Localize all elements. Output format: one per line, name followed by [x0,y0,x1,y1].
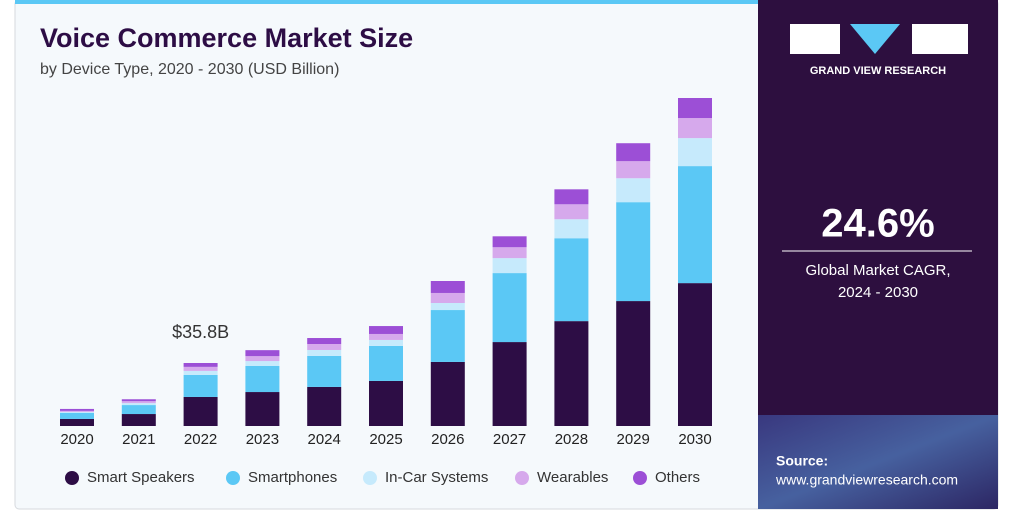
bar-segment [369,333,403,340]
bar-segment [616,178,651,203]
bar-segment [554,189,589,205]
bar-segment [678,98,712,119]
bar-segment [60,412,94,419]
bar-segment [369,345,403,381]
bar-segment [307,338,342,344]
bar-segment [369,339,403,346]
bar-segment [121,403,156,406]
bar-segment [307,349,342,356]
bar-segment [183,374,218,397]
logo [790,24,968,54]
legend-swatch [65,471,79,485]
bar-segment [492,236,527,248]
bar-segment [245,392,280,426]
bar-segment [616,202,651,302]
bar-segment [60,408,94,411]
bar-segment [554,204,589,220]
bar-segment [492,342,527,426]
legend-swatch [633,471,647,485]
bar-segment [678,166,712,284]
chart-title: Voice Commerce Market Size [40,23,413,53]
logo-block [790,24,840,54]
bar-segment [616,301,651,426]
bar-segment [121,405,156,415]
legend-label: In-Car Systems [385,469,488,486]
bar-segment [307,386,342,426]
chart-subtitle: by Device Type, 2020 - 2030 (USD Billion… [40,61,339,78]
x-tick-label: 2023 [246,431,279,448]
x-tick-label: 2020 [60,431,93,448]
bar-segment [183,396,218,426]
bar-segment [121,401,156,404]
x-tick-label: 2021 [122,431,155,448]
x-tick-label: 2027 [493,431,526,448]
bar-segment [430,303,465,311]
bar-segment [492,247,527,259]
bar-segment [554,238,589,322]
cagr-label: 2024 - 2030 [838,284,918,301]
bar-segment [60,410,94,412]
legend-swatch [363,471,377,485]
bar-segment [492,258,527,274]
logo-triangle [850,24,900,54]
bar-segment [245,356,280,362]
bar-segment [616,143,651,162]
logo-block [912,24,968,54]
x-tick-label: 2025 [369,431,402,448]
bar-segment [183,370,218,375]
side-footer [758,415,998,509]
bar-segment [121,414,156,426]
source-url: www.grandviewresearch.com [775,472,958,488]
top-stripe [15,0,758,4]
legend-label: Wearables [537,469,608,486]
bar-segment [554,219,589,239]
bar-segment [60,418,94,426]
source-label: Source: [776,453,828,469]
bar-segment [678,283,712,426]
legend-swatch [515,471,529,485]
cagr-value: 24.6% [821,202,934,246]
bar-segment [430,281,465,293]
bar-segment [183,363,218,367]
bar-segment [245,365,280,393]
bar-segment [678,138,712,167]
legend-swatch [226,471,240,485]
cagr-label: Global Market CAGR, [805,262,950,279]
bar-segment [554,321,589,426]
x-tick-label: 2028 [555,431,588,448]
bar-segment [369,380,403,426]
bar-segment [183,366,218,371]
bar-segment [307,355,342,387]
x-tick-label: 2029 [617,431,650,448]
bar-segment [678,118,712,139]
bar-segment [307,344,342,350]
annotation: $35.8B [172,322,229,342]
bar-segment [245,350,280,357]
bar-segment [245,361,280,366]
x-tick-label: 2030 [678,431,711,448]
legend-label: Smart Speakers [87,469,195,486]
x-tick-label: 2024 [308,431,341,448]
bar-segment [492,273,527,343]
brand: GRAND VIEW RESEARCH [810,65,946,77]
bar-segment [60,411,94,413]
legend-label: Smartphones [248,469,337,486]
x-tick-label: 2022 [184,431,217,448]
bar-segment [121,399,156,402]
bar-segment [369,326,403,334]
bar-segment [616,161,651,179]
bar-segment [430,361,465,426]
legend-label: Others [655,469,700,486]
x-tick-label: 2026 [431,431,464,448]
bar-segment [430,310,465,362]
bar-segment [430,292,465,303]
